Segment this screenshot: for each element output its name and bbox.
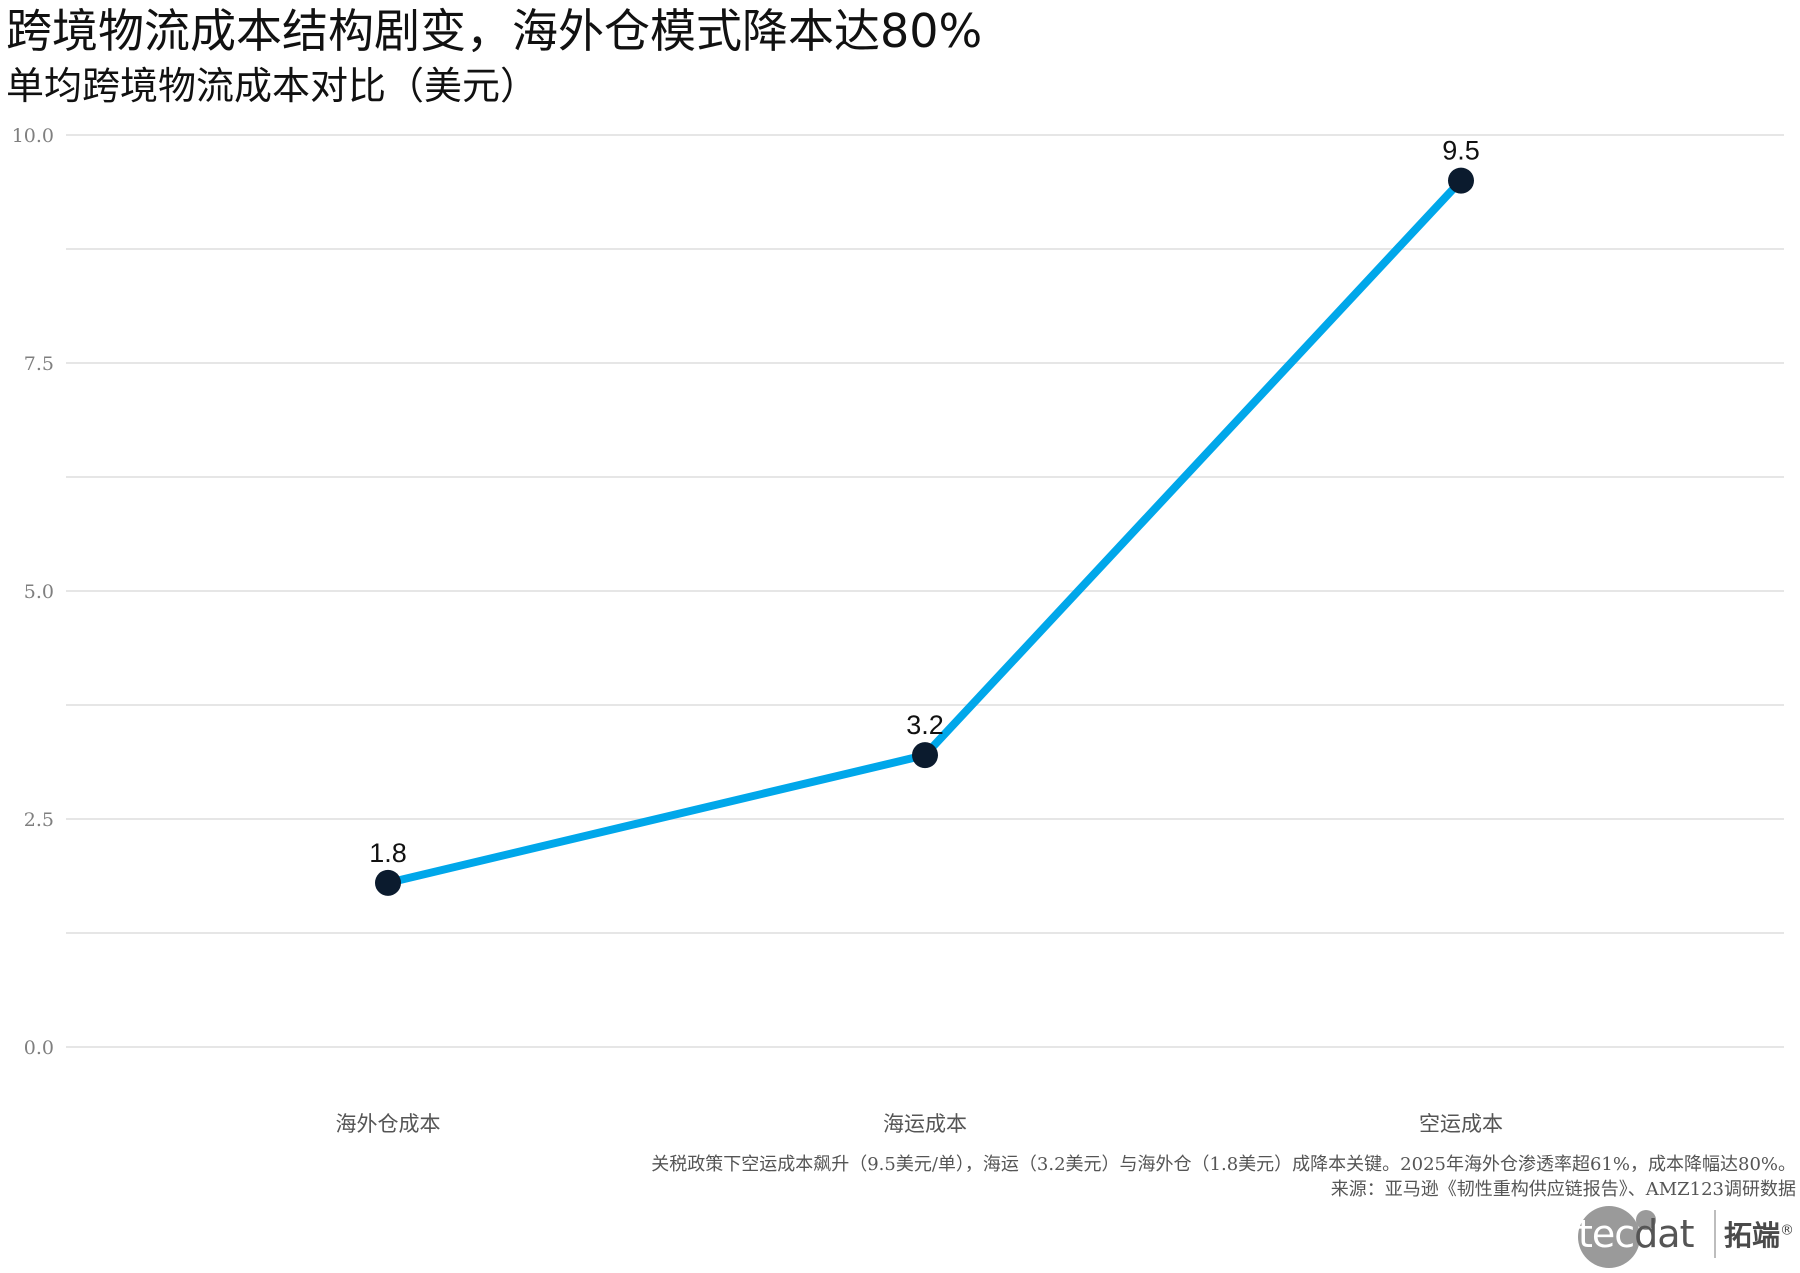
y-axis-ticks: 0.0 2.5 5.0 7.5 10.0: [12, 125, 54, 1059]
brand-divider: [1713, 1210, 1716, 1258]
caption-note: 关税政策下空运成本飙升（9.5美元/单），海运（3.2美元）与海外仓（1.8美元…: [651, 1154, 1796, 1175]
logo-circle: [1577, 1206, 1640, 1268]
data-point: [912, 742, 938, 769]
x-axis-ticks: 海外仓成本 海运成本 空运成本: [336, 1112, 1504, 1136]
tecdat-logo-icon: tecdat: [1577, 1202, 1708, 1268]
chart-caption: 关税政策下空运成本飙升（9.5美元/单），海运（3.2美元）与海外仓（1.8美元…: [651, 1152, 1796, 1202]
data-labels: 1.8 3.2 9.5: [369, 136, 1480, 868]
y-tick-label: 5.0: [24, 581, 54, 603]
brand-name: 拓端®: [1724, 1214, 1794, 1254]
chart-title: 跨境物流成本结构剧变，海外仓模式降本达80%: [6, 4, 983, 58]
series-line-layer: [384, 176, 1465, 887]
y-tick-label: 0.0: [24, 1037, 54, 1059]
brand-name-cn: 拓端: [1723, 1219, 1780, 1252]
logo-text-light: tec: [1577, 1212, 1635, 1256]
y-tick-label: 10.0: [12, 125, 54, 147]
data-point: [375, 869, 401, 896]
brand-logo: tecdat 拓端®: [1577, 1196, 1794, 1272]
caption-source: 来源：亚马逊《韧性重构供应链报告》、AMZ123调研数据: [1330, 1179, 1796, 1200]
registered-mark: ®: [1780, 1222, 1794, 1239]
logo-text-dark: dat: [1634, 1212, 1694, 1256]
data-points: [375, 167, 1474, 896]
data-point: [1448, 167, 1474, 194]
data-label: 9.5: [1442, 136, 1480, 166]
x-tick-label: 海运成本: [883, 1112, 967, 1136]
y-tick-label: 7.5: [24, 353, 54, 375]
data-label: 3.2: [906, 710, 944, 740]
chart-subtitle: 单均跨境物流成本对比（美元）: [6, 64, 539, 108]
logo-dot: [1635, 1210, 1656, 1230]
data-label: 1.8: [369, 838, 407, 868]
y-tick-label: 2.5: [24, 809, 54, 831]
logo-text: tecdat: [1577, 1212, 1694, 1256]
x-tick-label: 海外仓成本: [336, 1112, 441, 1136]
x-tick-label: 空运成本: [1419, 1112, 1503, 1136]
series-line: [384, 176, 1465, 887]
grid-lines: [66, 134, 1784, 1048]
